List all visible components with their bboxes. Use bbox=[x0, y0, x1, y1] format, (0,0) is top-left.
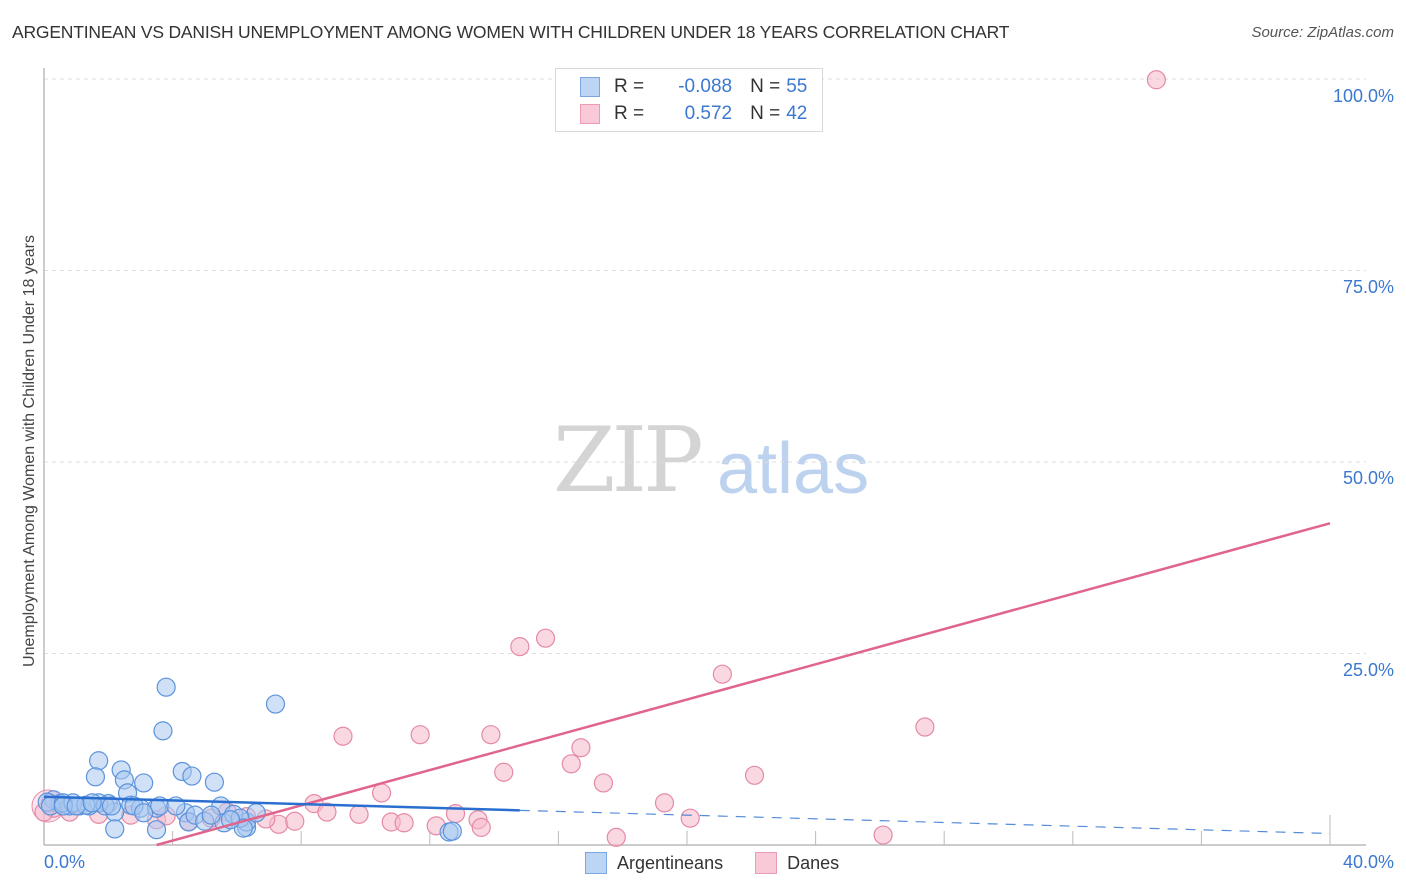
argentineans-swatch-icon bbox=[585, 852, 607, 874]
y-tick-100: 100.0% bbox=[1332, 86, 1394, 106]
y-tick-75: 75.0% bbox=[1342, 277, 1394, 297]
data-point-danes bbox=[744, 765, 765, 785]
data-point-argentineans bbox=[66, 796, 86, 816]
y-tick-25: 25.0% bbox=[1342, 660, 1394, 680]
data-point-argentineans bbox=[146, 820, 167, 840]
danes-swatch-icon bbox=[580, 104, 600, 124]
data-point-argentineans bbox=[442, 821, 462, 841]
data-point-danes bbox=[873, 825, 893, 845]
data-point-argentineans bbox=[85, 767, 106, 787]
n-value: 55 bbox=[786, 76, 808, 97]
data-point-danes bbox=[561, 754, 581, 774]
data-point-danes bbox=[494, 762, 514, 782]
trendline-argentineans-extrapolated bbox=[519, 809, 1331, 835]
data-point-argentineans bbox=[82, 793, 102, 813]
data-point-argentineans bbox=[134, 773, 154, 793]
r-label: R = bbox=[614, 103, 645, 124]
data-point-argentineans bbox=[201, 805, 221, 825]
n-label: N = bbox=[750, 76, 781, 97]
data-point-danes bbox=[333, 726, 353, 746]
data-point-argentineans bbox=[134, 803, 154, 823]
data-point-danes bbox=[471, 817, 491, 837]
data-point-argentineans bbox=[156, 677, 176, 697]
data-point-danes bbox=[1146, 70, 1166, 90]
r-label: R = bbox=[614, 76, 645, 97]
data-point-danes bbox=[593, 773, 614, 793]
data-point-danes bbox=[606, 827, 626, 847]
data-point-argentineans bbox=[89, 751, 109, 771]
r-value: -0.088 bbox=[678, 76, 733, 97]
data-point-argentineans bbox=[182, 766, 202, 786]
data-point-argentineans bbox=[265, 694, 286, 714]
legend-row-argentineans: R = -0.088 N = 55 bbox=[580, 75, 807, 99]
x-tick-0: 0.0% bbox=[44, 852, 86, 872]
legend-item-danes[interactable]: Danes bbox=[755, 852, 839, 874]
data-point-danes bbox=[394, 813, 414, 833]
watermark-zip: ZIP bbox=[553, 408, 704, 513]
data-point-danes bbox=[915, 717, 935, 737]
chart-title: ARGENTINEAN VS DANISH UNEMPLOYMENT AMONG… bbox=[12, 22, 1010, 42]
data-point-danes bbox=[712, 664, 732, 684]
legend-label: Danes bbox=[787, 852, 840, 873]
data-point-danes bbox=[654, 793, 675, 813]
data-point-danes bbox=[535, 628, 556, 648]
series-legend: Argentineans Danes bbox=[585, 852, 871, 874]
n-value: 42 bbox=[786, 103, 808, 124]
x-tick-40: 40.0% bbox=[1342, 852, 1394, 872]
data-point-danes bbox=[410, 725, 430, 745]
data-point-argentineans bbox=[153, 721, 173, 741]
source-label: Source: ZipAtlas.com bbox=[1251, 24, 1394, 41]
data-point-argentineans bbox=[101, 796, 122, 816]
trendline-danes bbox=[156, 522, 1331, 847]
argentineans-swatch-icon bbox=[580, 77, 600, 97]
data-point-danes bbox=[510, 637, 530, 657]
legend-row-danes: R = 0.572 N = 42 bbox=[580, 102, 807, 126]
correlation-legend: R = -0.088 N = 55 R = 0.572 N = 42 bbox=[555, 68, 823, 132]
trendline-argentineans bbox=[43, 795, 520, 812]
legend-label: Argentineans bbox=[617, 852, 724, 873]
y-axis-label: Unemployment Among Women with Children U… bbox=[21, 235, 38, 667]
data-point-danes bbox=[680, 808, 700, 828]
data-point-danes bbox=[285, 811, 305, 831]
data-point-danes bbox=[371, 783, 392, 803]
data-point-danes bbox=[349, 804, 369, 824]
data-point-danes bbox=[571, 738, 591, 758]
data-point-argentineans bbox=[105, 819, 125, 839]
watermark-atlas: atlas bbox=[717, 429, 870, 509]
data-point-argentineans bbox=[204, 772, 224, 792]
data-point-danes bbox=[317, 802, 337, 822]
danes-swatch-icon bbox=[755, 852, 778, 874]
y-tick-50: 50.0% bbox=[1342, 468, 1394, 488]
r-value: 0.572 bbox=[684, 103, 733, 124]
data-point-danes bbox=[481, 725, 501, 745]
legend-item-argentineans[interactable]: Argentineans bbox=[585, 852, 723, 874]
n-label: N = bbox=[750, 103, 781, 124]
